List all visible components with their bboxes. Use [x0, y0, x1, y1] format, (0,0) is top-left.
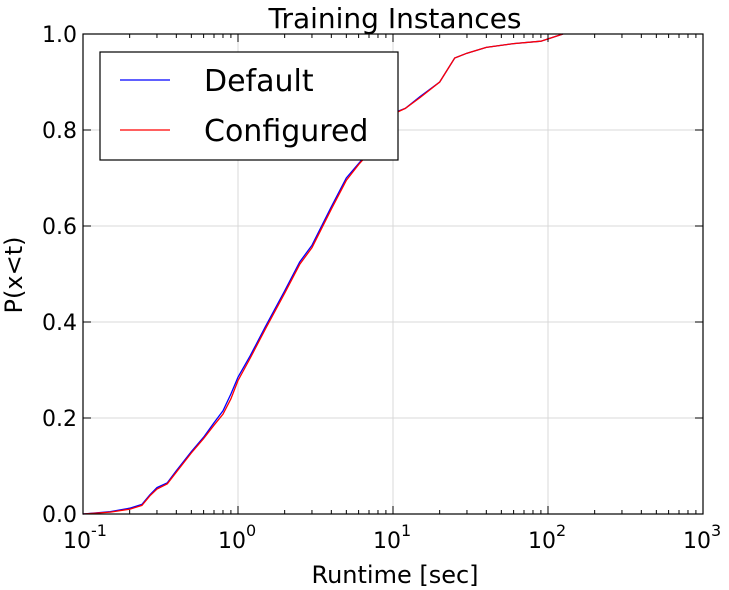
- x-tick-label: 10 1: [373, 521, 411, 554]
- y-tick-label: 0.6: [42, 215, 77, 240]
- y-tick-label: 0.4: [42, 311, 77, 336]
- y-tick-label: 0.0: [42, 503, 77, 528]
- x-tick-label-exponent: 0: [246, 521, 256, 540]
- y-tick-label: 0.2: [42, 407, 77, 432]
- x-tick-label: 10 2: [528, 521, 566, 554]
- legend: Default Configured: [99, 51, 399, 161]
- x-tick-label-base: 10: [373, 529, 401, 554]
- y-tick-label: 1.0: [42, 23, 77, 48]
- y-tick-label: 0.8: [42, 119, 77, 144]
- axis-ticks: [82, 33, 704, 515]
- y-axis-label: P(x<t): [0, 237, 28, 314]
- x-tick-label: 10 3: [683, 521, 721, 554]
- x-tick-label-base: 10: [218, 529, 246, 554]
- x-tick-label-base: 10: [528, 529, 556, 554]
- x-tick-label-exponent: 1: [401, 521, 411, 540]
- x-tick-labels: 10 -1 10 0 10 1 10 2 10 3: [63, 521, 721, 554]
- x-axis-label: Runtime [sec]: [311, 561, 478, 589]
- x-tick-label-exponent: 2: [556, 521, 566, 540]
- series-line-configured: [82, 33, 564, 515]
- x-tick-label-exponent: 3: [711, 521, 721, 540]
- x-tick-label: 10 0: [218, 521, 256, 554]
- legend-box: [99, 51, 399, 161]
- x-tick-label-base: 10: [63, 529, 91, 554]
- x-tick-label: 10 -1: [63, 521, 107, 554]
- y-tick-labels: 0.0 0.2 0.4 0.6 0.8 1.0: [42, 23, 77, 528]
- x-tick-label-exponent: -1: [91, 521, 107, 540]
- legend-label-default: Default: [204, 64, 314, 99]
- series-lines: [82, 33, 564, 515]
- chart-title: Training Instances: [267, 2, 521, 35]
- legend-label-configured: Configured: [204, 114, 368, 149]
- x-tick-label-base: 10: [683, 529, 711, 554]
